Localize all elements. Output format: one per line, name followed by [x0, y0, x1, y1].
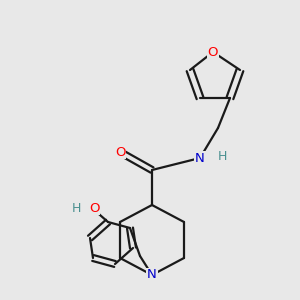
- Text: N: N: [195, 152, 205, 164]
- Text: O: O: [115, 146, 125, 158]
- Text: N: N: [147, 268, 157, 281]
- Text: O: O: [208, 46, 218, 59]
- Text: O: O: [89, 202, 99, 214]
- Text: H: H: [71, 202, 81, 214]
- Text: H: H: [217, 149, 227, 163]
